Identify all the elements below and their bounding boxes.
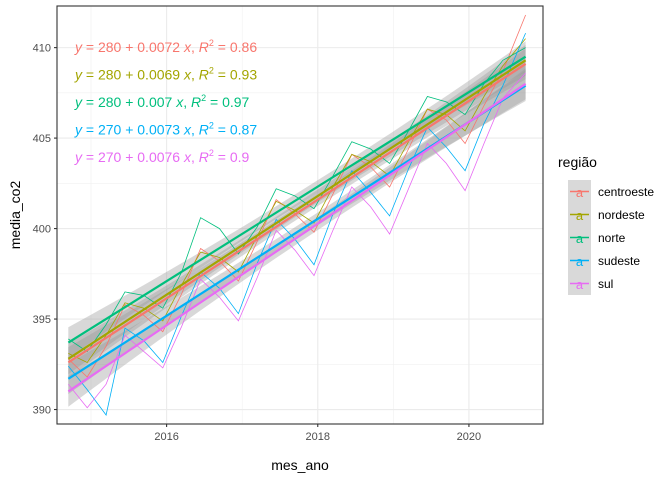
equation-label-norte: y = 280 + 0.007 x, R2 = 0.97 (74, 93, 250, 110)
legend-key-glyph: a (576, 254, 584, 269)
y-tick-label: 390 (33, 405, 51, 417)
legend-key-sul: a (568, 272, 591, 295)
fit-line-norte (67, 55, 527, 344)
legend-label-centroeste: centroeste (598, 185, 654, 199)
equation-label-sul: y = 270 + 0.0076 x, R2 = 0.9 (74, 148, 250, 165)
legend-label-sudeste: sudeste (598, 254, 640, 268)
equation-label-nordeste: y = 280 + 0.0069 x, R2 = 0.93 (74, 66, 257, 83)
major-grid (57, 6, 543, 424)
x-tick-label: 2016 (154, 431, 178, 443)
fit-line-sul (67, 82, 527, 393)
minor-grid (57, 6, 543, 424)
panel-border (56, 5, 544, 425)
legend-title: região (558, 154, 597, 170)
fit-lines (67, 55, 527, 393)
legend-label-nordeste: nordeste (598, 208, 645, 222)
legend-label-sul: sul (598, 277, 613, 291)
fit-line-nordeste (67, 59, 527, 360)
y-tick-label: 405 (33, 133, 51, 145)
series-line-sul (67, 72, 526, 409)
legend-key-sudeste: a (568, 249, 591, 272)
x-tick-label: 2020 (457, 431, 481, 443)
legend-key-glyph: a (576, 231, 584, 246)
y-tick-label: 395 (33, 314, 51, 326)
fit-line-centroeste (67, 62, 527, 364)
y-tick-label: 410 (33, 43, 51, 55)
legend-key-nordeste: a (568, 203, 591, 226)
legend-label-norte: norte (598, 231, 626, 245)
x-tick-label: 2018 (306, 431, 330, 443)
y-axis-label: media_co2 (7, 181, 23, 250)
legend-key-glyph: a (576, 185, 584, 200)
x-axis: 2016 2018 2020 (154, 424, 481, 443)
legend-key-centroeste: a (568, 180, 591, 203)
legend-key-norte: a (568, 226, 591, 249)
legend-key-glyph: a (576, 277, 584, 292)
x-axis-label: mes_ano (271, 457, 329, 473)
y-tick-label: 400 (33, 224, 51, 236)
regression-equations: y = 280 + 0.0072 x, R2 = 0.86 y = 280 + 0… (74, 38, 257, 165)
y-axis: 390 395 400 405 410 (33, 43, 57, 417)
legend-key-glyph: a (576, 208, 584, 223)
equation-label-sudeste: y = 270 + 0.0073 x, R2 = 0.87 (74, 121, 257, 138)
equation-label-centroeste: y = 280 + 0.0072 x, R2 = 0.86 (74, 38, 257, 55)
